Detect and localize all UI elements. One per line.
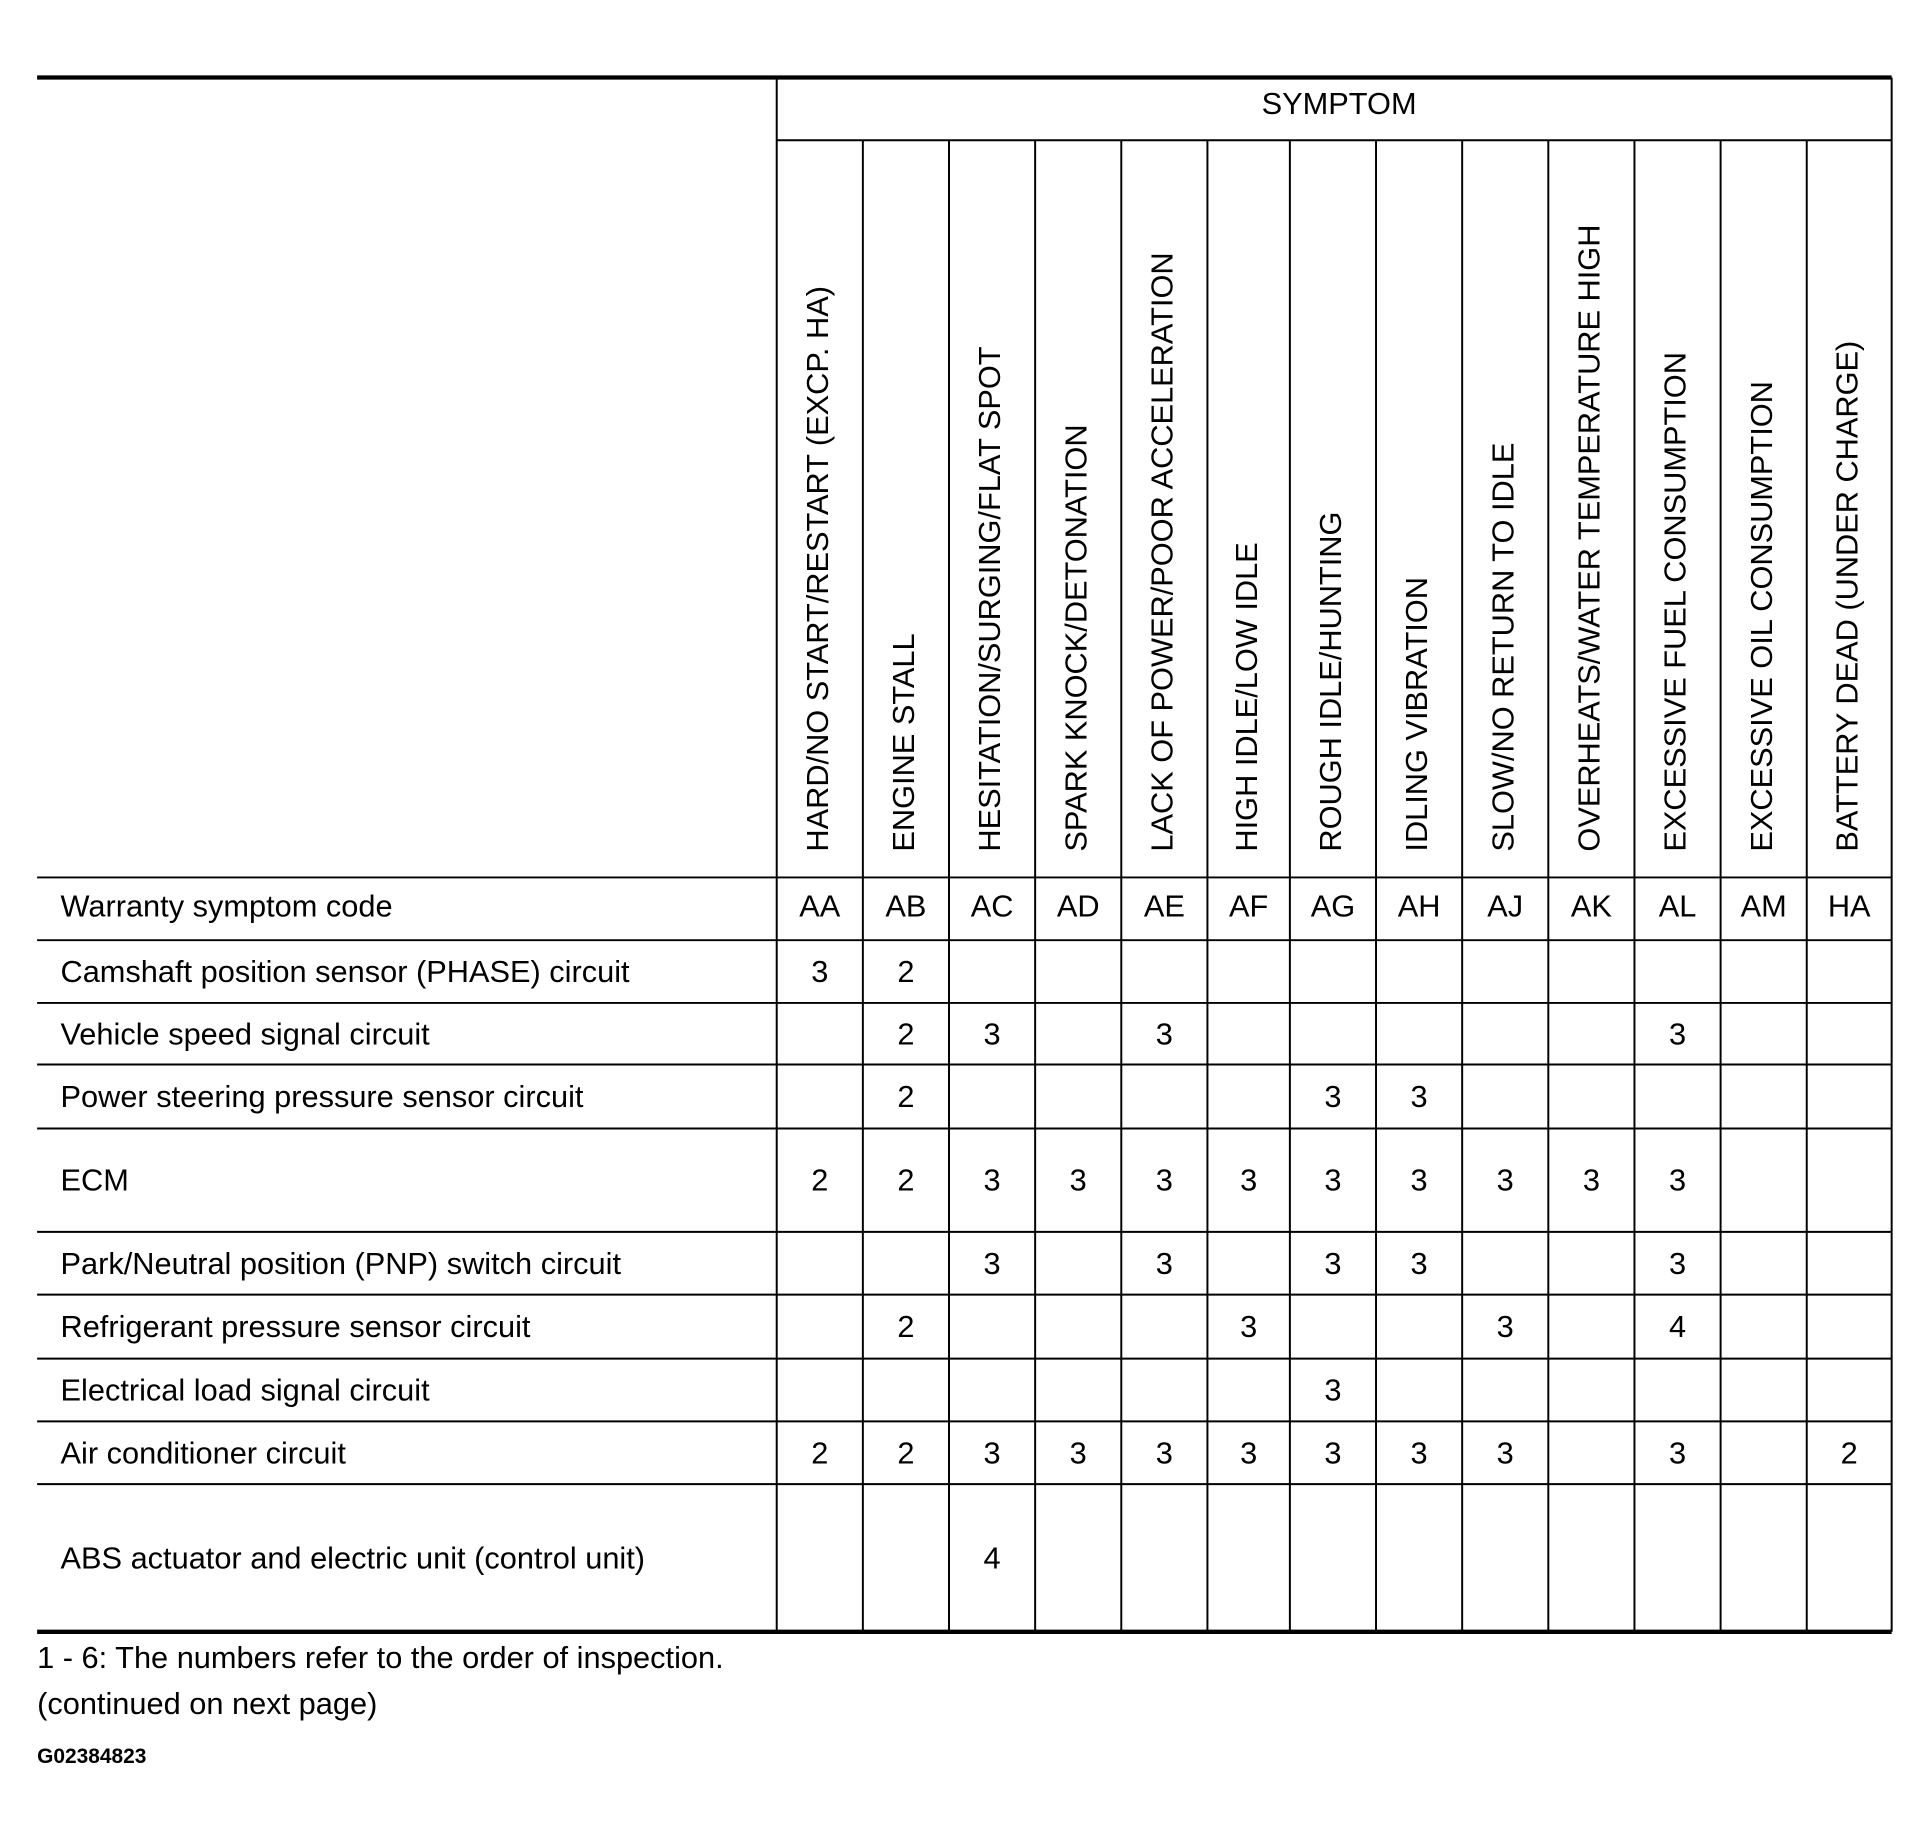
- cell-value: 3: [1324, 1163, 1341, 1198]
- cell-value: 3: [1497, 1163, 1514, 1198]
- cell-value: 3: [1240, 1435, 1257, 1470]
- cell-value: 2: [897, 954, 914, 989]
- symptom-code: AA: [799, 888, 841, 923]
- symptom-code: AE: [1144, 888, 1185, 923]
- cell-value: 2: [811, 1163, 828, 1198]
- cell-value: 3: [1583, 1163, 1600, 1198]
- cell-value: 3: [1156, 1163, 1173, 1198]
- cell-value: 3: [1669, 1163, 1686, 1198]
- column-header: HARD/NO START/RESTART (EXCP. HA): [800, 286, 835, 852]
- column-header: HIGH IDLE/LOW IDLE: [1229, 542, 1264, 851]
- symptom-code: AL: [1659, 888, 1697, 923]
- symptom-code: AH: [1398, 888, 1441, 923]
- cell-value: 3: [1070, 1435, 1087, 1470]
- cell-value: 4: [1669, 1309, 1686, 1344]
- cell-value: 2: [897, 1079, 914, 1114]
- column-header: IDLING VIBRATION: [1399, 577, 1434, 852]
- row-label: Air conditioner circuit: [60, 1435, 346, 1470]
- cell-value: 3: [1324, 1373, 1341, 1408]
- row-label: Warranty symptom code: [60, 888, 392, 923]
- row-label: ABS actuator and electric unit (control …: [60, 1541, 645, 1576]
- figure-id: G02384823: [37, 1745, 146, 1768]
- cell-value: 3: [1156, 1246, 1173, 1281]
- row-label: ECM: [60, 1163, 128, 1198]
- footer-note: 1 - 6: The numbers refer to the order of…: [37, 1640, 724, 1675]
- cell-value: 3: [1411, 1246, 1428, 1281]
- cell-value: 3: [1240, 1309, 1257, 1344]
- cell-value: 3: [1669, 1435, 1686, 1470]
- column-header: ENGINE STALL: [886, 633, 921, 851]
- symptom-code: AM: [1741, 888, 1787, 923]
- column-header: SLOW/NO RETURN TO IDLE: [1485, 443, 1520, 852]
- cell-value: 2: [897, 1016, 914, 1051]
- cell-value: 3: [1411, 1163, 1428, 1198]
- symptom-code: HA: [1828, 888, 1871, 923]
- column-header: HESITATION/SURGING/FLAT SPOT: [972, 346, 1007, 851]
- symptom-code: AJ: [1487, 888, 1523, 923]
- column-header: BATTERY DEAD (UNDER CHARGE): [1829, 341, 1864, 852]
- cell-value: 3: [1497, 1309, 1514, 1344]
- cell-value: 3: [1411, 1435, 1428, 1470]
- symptom-code: AC: [971, 888, 1014, 923]
- cell-value: 4: [984, 1541, 1001, 1576]
- row-label: Electrical load signal circuit: [60, 1373, 430, 1408]
- cell-value: 3: [984, 1163, 1001, 1198]
- cell-value: 3: [1324, 1246, 1341, 1281]
- cell-value: 3: [984, 1435, 1001, 1470]
- cell-value: 3: [811, 954, 828, 989]
- column-header: ROUGH IDLE/HUNTING: [1313, 512, 1348, 852]
- row-label: Vehicle speed signal circuit: [60, 1016, 430, 1051]
- column-header: SPARK KNOCK/DETONATION: [1058, 424, 1093, 851]
- row-label: Park/Neutral position (PNP) switch circu…: [60, 1246, 621, 1281]
- symptom-code: AD: [1057, 888, 1100, 923]
- symptom-code: AF: [1229, 888, 1268, 923]
- cell-value: 3: [984, 1016, 1001, 1051]
- cell-value: 3: [1411, 1079, 1428, 1114]
- footer-continued: (continued on next page): [37, 1686, 377, 1721]
- cell-value: 3: [1669, 1246, 1686, 1281]
- symptom-code: AK: [1571, 888, 1613, 923]
- cell-value: 3: [1240, 1163, 1257, 1198]
- column-header: EXCESSIVE OIL CONSUMPTION: [1744, 381, 1779, 851]
- cell-value: 2: [897, 1435, 914, 1470]
- cell-value: 2: [1841, 1435, 1858, 1470]
- column-header: OVERHEATS/WATER TEMPERATURE HIGH: [1572, 225, 1607, 852]
- cell-value: 3: [1669, 1016, 1686, 1051]
- cell-value: 3: [1324, 1435, 1341, 1470]
- cell-value: 3: [984, 1246, 1001, 1281]
- cell-value: 3: [1156, 1435, 1173, 1470]
- column-header: EXCESSIVE FUEL CONSUMPTION: [1658, 352, 1693, 851]
- symptom-code: AB: [885, 888, 926, 923]
- cell-value: 2: [897, 1309, 914, 1344]
- column-header: LACK OF POWER/POOR ACCELERATION: [1144, 252, 1179, 851]
- symptom-code: AG: [1311, 888, 1355, 923]
- cell-value: 3: [1070, 1163, 1087, 1198]
- cell-value: 3: [1156, 1016, 1173, 1051]
- row-label: Refrigerant pressure sensor circuit: [60, 1309, 530, 1344]
- cell-value: 3: [1497, 1435, 1514, 1470]
- cell-value: 2: [811, 1435, 828, 1470]
- cell-value: 2: [897, 1163, 914, 1198]
- cell-value: 3: [1324, 1079, 1341, 1114]
- row-label: Power steering pressure sensor circuit: [60, 1079, 583, 1114]
- row-label: Camshaft position sensor (PHASE) circuit: [60, 954, 630, 989]
- symptom-header: SYMPTOM: [1262, 86, 1417, 121]
